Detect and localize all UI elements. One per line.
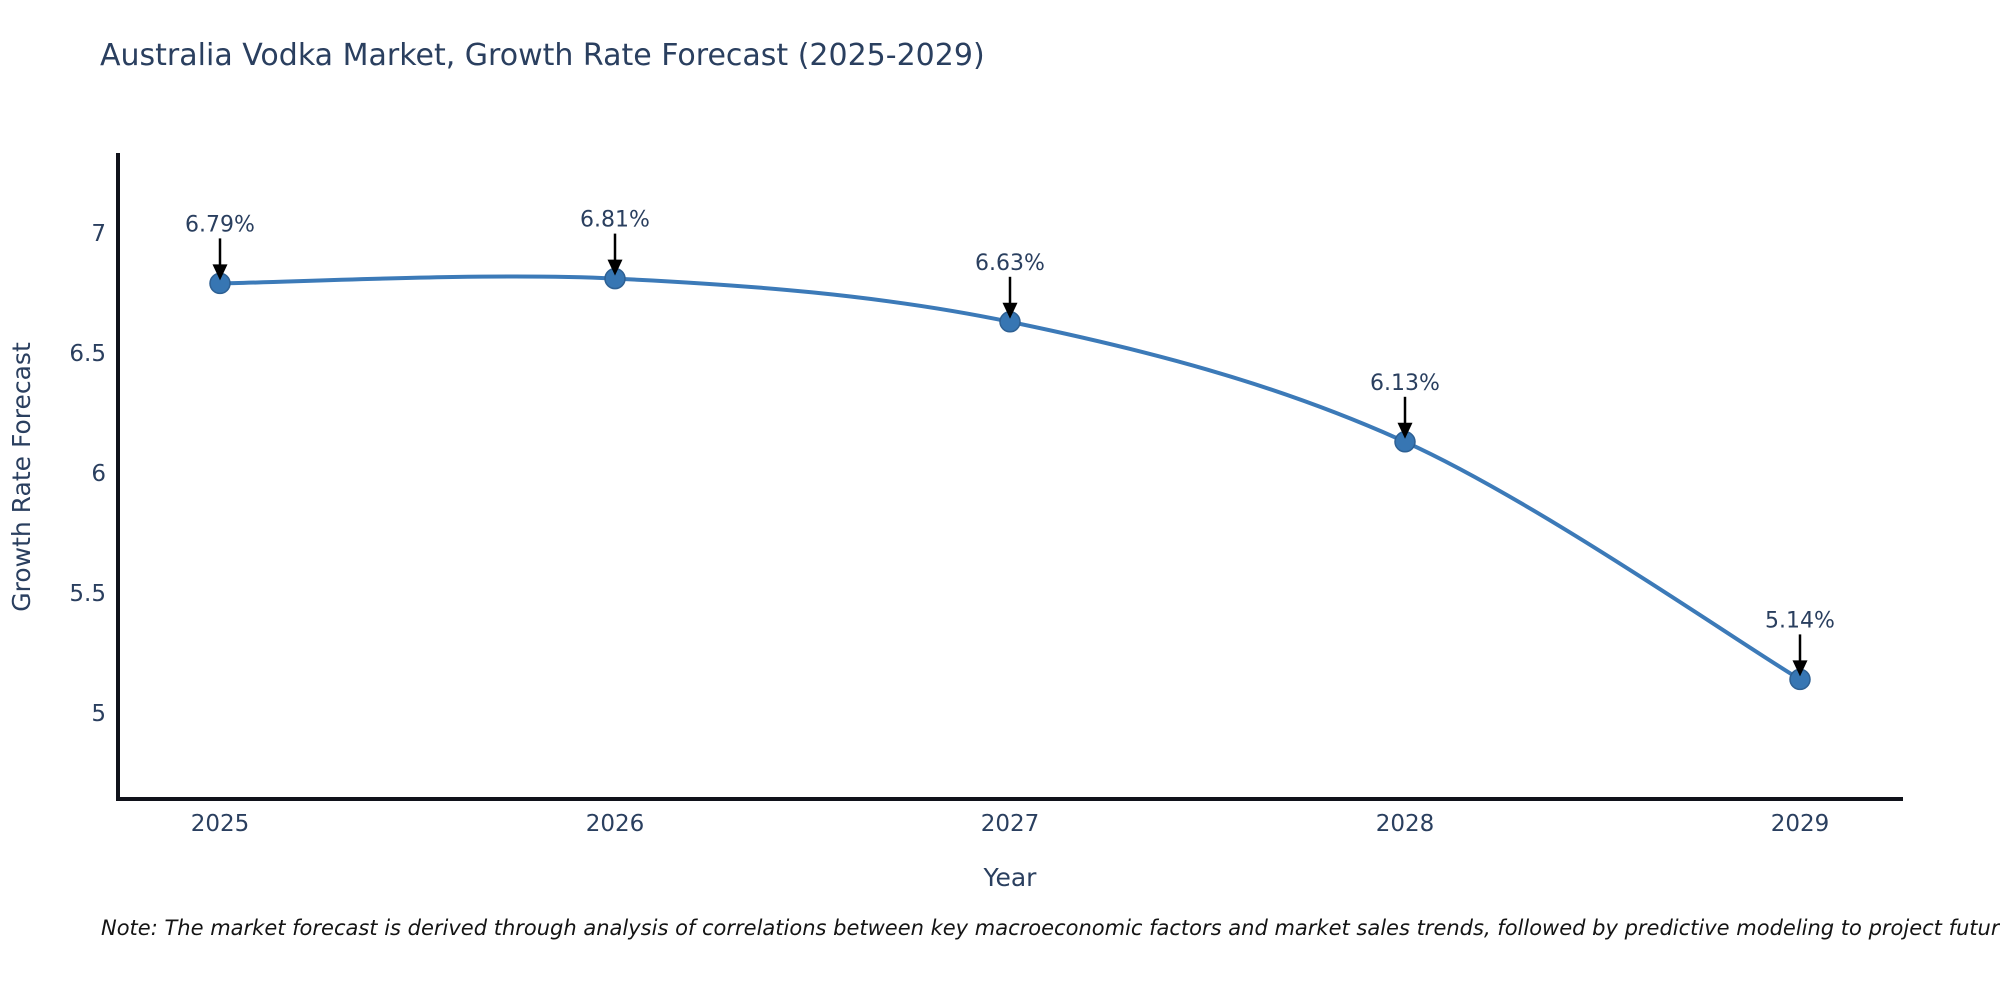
x-tick-label: 2027 (981, 811, 1040, 837)
y-tick-label: 6 (91, 461, 106, 487)
annotation-value-label: 6.13% (1370, 371, 1440, 396)
annotation-value-label: 6.63% (975, 251, 1045, 276)
annotation-arrowhead-icon (1002, 302, 1018, 319)
annotation-arrowhead-icon (1397, 422, 1413, 439)
y-tick-label: 5.5 (69, 581, 106, 607)
annotation-value-label: 6.81% (580, 208, 650, 233)
x-tick-label: 2026 (586, 811, 645, 837)
x-tick-label: 2025 (191, 811, 250, 837)
footnote-text: Note: The market forecast is derived thr… (101, 916, 2000, 940)
y-tick-label: 6.5 (69, 341, 106, 367)
annotation-arrowhead-icon (212, 264, 228, 281)
y-axis-title: Growth Rate Forecast (7, 342, 36, 612)
annotation-value-label: 6.79% (185, 212, 255, 237)
annotation-arrowhead-icon (1792, 660, 1808, 677)
annotation-value-label: 5.14% (1765, 608, 1835, 633)
point-annotations: 6.79% 6.81% 6.63% 6.13% 5.14% (185, 208, 1835, 677)
x-tick-label: 2029 (1771, 811, 1830, 837)
x-axis-title: Year (983, 863, 1038, 892)
y-axis-tick-labels: 7 6.5 6 5.5 5 (69, 221, 106, 727)
y-tick-label: 7 (91, 221, 106, 247)
x-tick-label: 2028 (1376, 811, 1435, 837)
annotation-arrowhead-icon (607, 259, 623, 276)
y-tick-label: 5 (91, 701, 106, 727)
x-axis-tick-labels: 2025 2026 2027 2028 2029 (191, 811, 1830, 837)
data-point-markers (209, 267, 1811, 691)
chart-title: Australia Vodka Market, Growth Rate Fore… (100, 38, 985, 73)
series-line (218, 274, 1802, 682)
